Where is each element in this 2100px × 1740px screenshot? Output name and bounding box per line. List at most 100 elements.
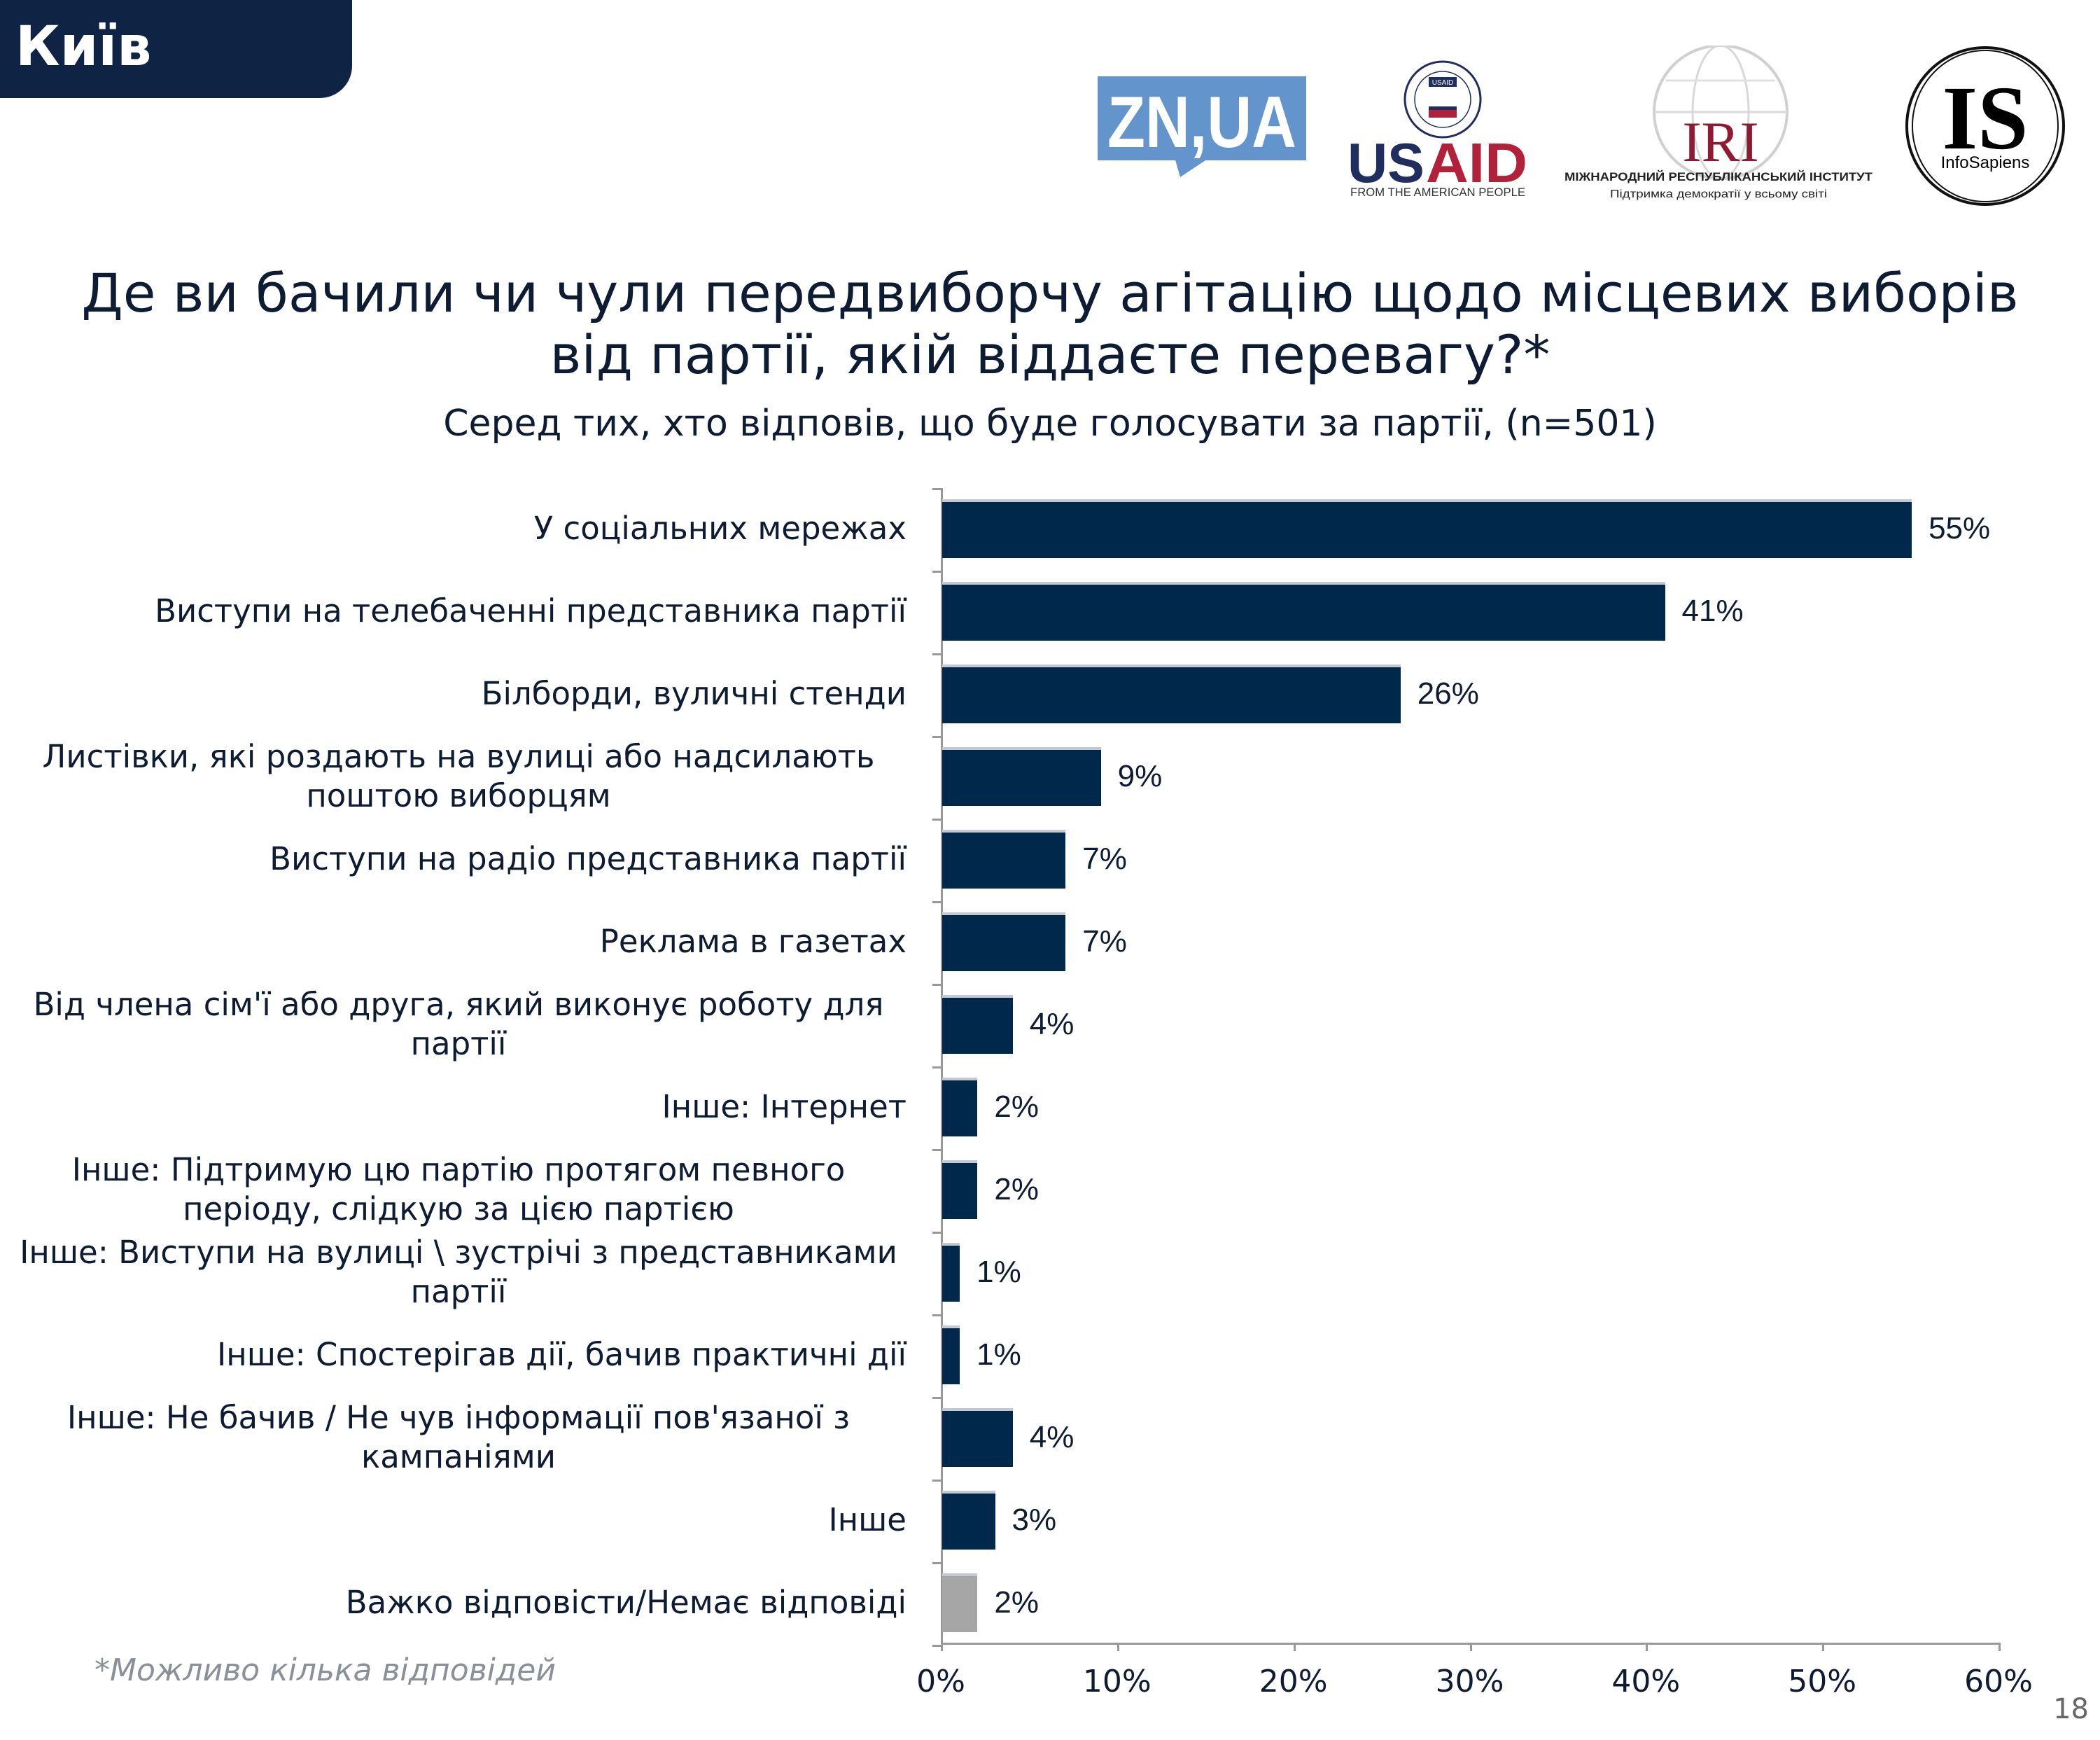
footnote: *Можливо кілька відповідей (94, 1652, 556, 1688)
bar (942, 1573, 978, 1632)
bar (942, 747, 1101, 806)
category-label: Реклама в газетах (599, 923, 906, 960)
y-axis-line (941, 488, 943, 1643)
bar (942, 830, 1066, 889)
iri-mark: IRI (1682, 110, 1758, 174)
bar-value-label: 2% (994, 1172, 1039, 1206)
category-label: Інше: Спостерігав дії, бачив практичні д… (217, 1336, 906, 1373)
zn-ua-logo: ZN,UA (1098, 76, 1306, 177)
category-label-wrap: Інше: Підтримую цю партію протягом певно… (0, 1150, 906, 1229)
category-label: Інше: Не бачив / Не чув інформації пов'я… (66, 1399, 850, 1475)
category-label-wrap: Інше: Виступи на вулиці \ зустрічі з пре… (0, 1233, 906, 1311)
x-axis-tick (1646, 1643, 1648, 1651)
y-axis-tick (932, 571, 941, 573)
bar (942, 995, 1013, 1054)
x-axis-line (941, 1643, 1998, 1645)
bar-value-label: 3% (1011, 1503, 1057, 1537)
category-label: Листівки, які роздають на вулиці або над… (42, 738, 875, 814)
bar-value-label: 4% (1029, 1420, 1074, 1454)
bar-value-label: 4% (1029, 1007, 1074, 1041)
bar-value-label: 9% (1117, 759, 1163, 793)
x-tick-label: 10% (1082, 1664, 1152, 1699)
usaid-seal-text: USAID (1432, 79, 1454, 87)
iri-logo: IRI МІЖНАРОДНИЙ РЕСПУБЛІКАНСЬКИЙ ІНСТИТУ… (1564, 46, 1873, 200)
y-axis-tick (932, 819, 941, 821)
usaid-tagline: FROM THE AMERICAN PEOPLE (1350, 186, 1525, 197)
y-axis-tick (932, 1149, 941, 1151)
bar (942, 1078, 978, 1136)
chart-title: Де ви бачили чи чули передвиборчу агітац… (81, 262, 2019, 386)
bar (942, 912, 1066, 971)
y-axis-tick (932, 1066, 941, 1069)
x-tick-label: 20% (1259, 1664, 1328, 1699)
y-axis-tick (932, 1397, 941, 1399)
zn-ua-text: ZN,UA (1107, 82, 1296, 163)
bar (942, 1325, 960, 1384)
category-label-wrap: Виступи на радіо представника партії (0, 840, 906, 879)
category-label-wrap: Листівки, які роздають на вулиці або над… (0, 737, 906, 816)
chart-subtitle: Серед тих, хто відповів, що буде голосув… (443, 403, 1657, 445)
y-axis-tick (932, 488, 941, 490)
y-axis-tick (932, 653, 941, 655)
category-label: Від члена сім'ї або друга, який виконує … (33, 986, 884, 1062)
x-tick-label: 30% (1435, 1664, 1504, 1699)
page-number: 18 (2053, 1693, 2089, 1725)
x-axis-tick (1293, 1643, 1296, 1651)
y-axis-tick (932, 736, 941, 738)
bar-value-label: 1% (976, 1337, 1021, 1372)
bar (942, 1408, 1013, 1467)
bar (942, 1491, 995, 1550)
x-tick-label: 60% (1964, 1664, 2033, 1699)
bar (942, 499, 1912, 558)
bar-value-label: 2% (994, 1585, 1039, 1620)
x-axis-tick (1822, 1643, 1825, 1651)
category-label-wrap: Виступи на телебаченні представника парт… (0, 592, 906, 631)
category-label-wrap: Від члена сім'ї або друга, який виконує … (0, 985, 906, 1064)
svg-text:AID: AID (1426, 132, 1527, 194)
x-tick-label: 40% (1611, 1664, 1681, 1699)
x-axis-tick (941, 1643, 943, 1651)
category-label: Інше: Інтернет (662, 1088, 907, 1125)
bar-value-label: 7% (1082, 842, 1127, 876)
category-label-wrap: Важко відповісти/Немає відповіді (0, 1583, 906, 1622)
category-label: Інше (828, 1501, 906, 1538)
category-label: Виступи на телебаченні представника парт… (155, 592, 906, 629)
infosapiens-logo: IS InfoSapiens (1905, 46, 2065, 206)
category-label-wrap: Білборди, вуличні стенди (0, 674, 906, 714)
infosapiens-name: InfoSapiens (1941, 153, 2030, 172)
category-label-wrap: Інше: Не бачив / Не чув інформації пов'я… (0, 1398, 906, 1477)
x-tick-label: 50% (1788, 1664, 1857, 1699)
y-axis-tick (932, 1645, 941, 1647)
category-label-wrap: Інше (0, 1501, 906, 1540)
region-badge: Київ (0, 0, 352, 98)
category-label-wrap: У соціальних мережах (0, 509, 906, 548)
category-label: Виступи на радіо представника партії (270, 840, 906, 877)
category-label-wrap: Інше: Інтернет (0, 1087, 907, 1127)
region-label: Київ (15, 15, 152, 78)
usaid-logo: USAID US AID FROM THE AMERICAN PEOPLE (1348, 60, 1527, 197)
category-label-wrap: Інше: Спостерігав дії, бачив практичні д… (0, 1335, 906, 1374)
category-label: Інше: Виступи на вулиці \ зустрічі з пре… (20, 1234, 897, 1310)
x-tick-label: 0% (916, 1664, 965, 1699)
svg-text:US: US (1348, 132, 1424, 194)
bar (942, 664, 1401, 723)
category-label: Інше: Підтримую цю партію протягом певно… (71, 1151, 846, 1227)
bar (942, 1160, 978, 1219)
bar-value-label: 41% (1681, 594, 1744, 628)
iri-line1: МІЖНАРОДНИЙ РЕСПУБЛІКАНСЬКИЙ ІНСТИТУТ (1564, 170, 1873, 183)
bar-value-label: 7% (1082, 924, 1127, 959)
bar-value-label: 55% (1928, 511, 1991, 545)
bar (942, 582, 1665, 641)
category-label: Важко відповісти/Немає відповіді (345, 1584, 906, 1621)
bar-value-label: 2% (994, 1090, 1039, 1124)
y-axis-tick (932, 984, 941, 986)
x-axis-tick (1116, 1643, 1119, 1651)
x-axis-tick (1998, 1643, 2001, 1651)
bar (942, 1243, 960, 1302)
bar-value-label: 26% (1417, 676, 1479, 711)
y-axis-tick (932, 1562, 941, 1564)
y-axis-tick (932, 1480, 941, 1482)
y-axis-tick (932, 901, 941, 903)
category-label: Білборди, вуличні стенди (481, 675, 906, 712)
